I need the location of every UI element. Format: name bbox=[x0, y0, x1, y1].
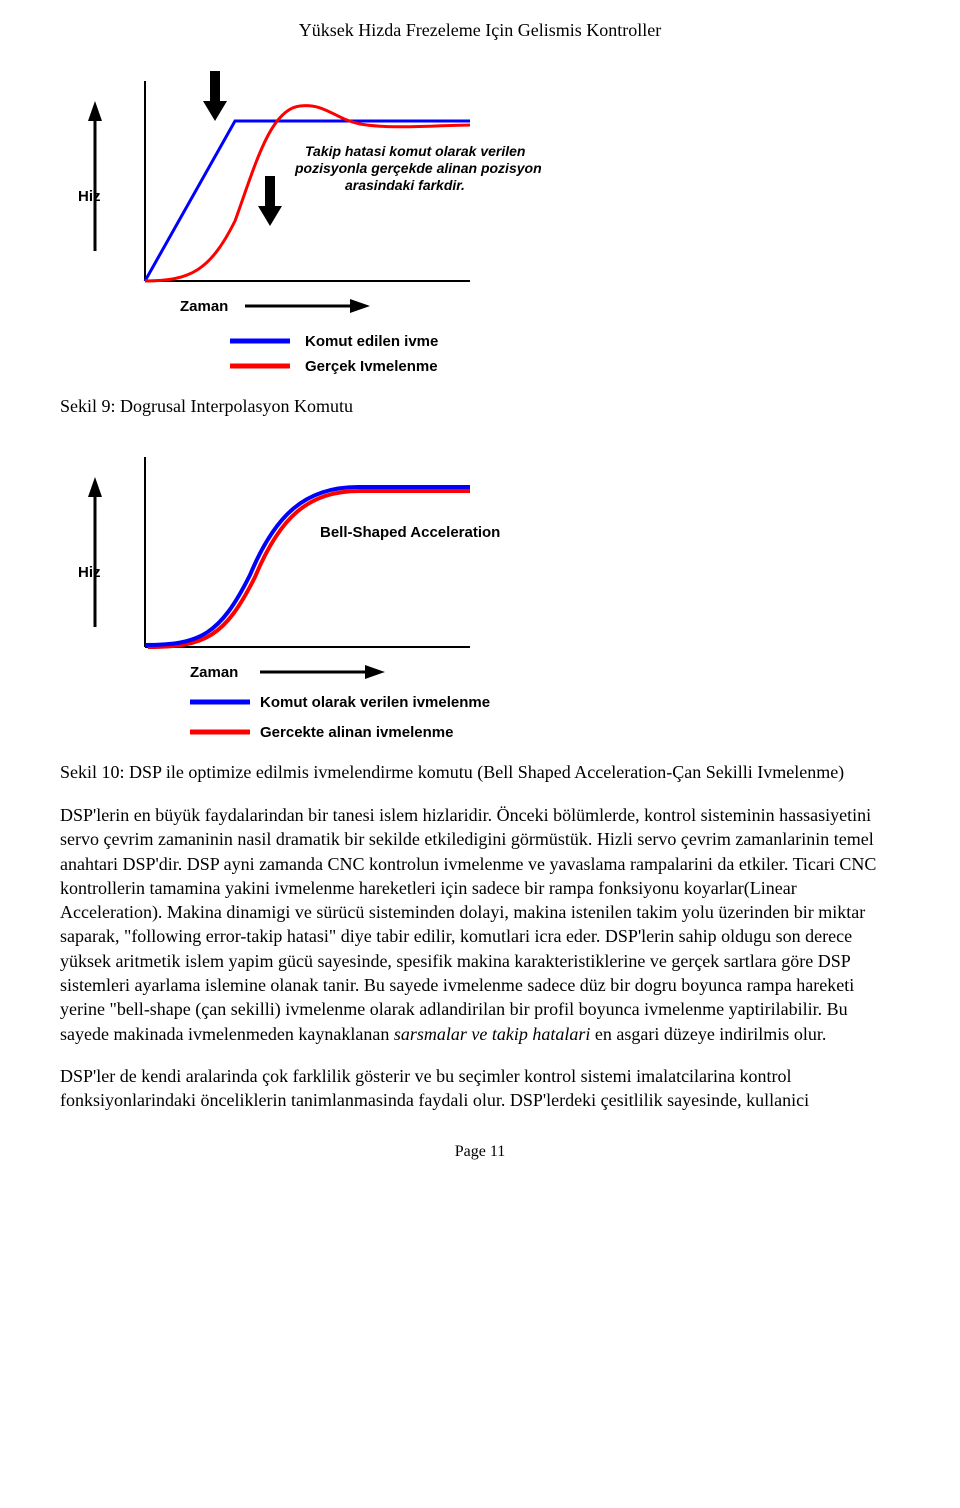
y-axis-label: Hiz bbox=[78, 188, 101, 205]
paragraph-1: DSP'lerin en büyük faydalarindan bir tan… bbox=[60, 803, 900, 1046]
figure-2-caption: Sekil 10: DSP ile optimize edilmis ivmel… bbox=[60, 762, 900, 783]
y-axis-label-2: Hiz bbox=[78, 564, 101, 581]
down-arrow-1 bbox=[203, 71, 227, 121]
page-footer: Page 11 bbox=[60, 1143, 900, 1161]
legend-blue-label-2: Komut olarak verilen ivmelenme bbox=[260, 694, 490, 711]
page-header: Yüksek Hizda Frezeleme Için Gelismis Kon… bbox=[60, 20, 900, 41]
y-axis-arrow-2 bbox=[88, 477, 102, 627]
x-axis-arrow bbox=[245, 299, 370, 313]
paragraph-2: DSP'ler de kendi aralarinda çok farklili… bbox=[60, 1064, 900, 1113]
legend-blue-label: Komut edilen ivme bbox=[305, 333, 438, 350]
down-arrow-2 bbox=[258, 176, 282, 226]
legend-red-label: Gerçek Ivmelenme bbox=[305, 358, 438, 375]
annotation-line-2: pozisyonla gerçekde alinan pozisyon bbox=[294, 160, 542, 176]
para1-part-b: en asgari düzeye indirilmis olur. bbox=[590, 1024, 826, 1044]
x-axis-arrow-2 bbox=[260, 665, 385, 679]
annotation-line-1: Takip hatasi komut olarak verilen bbox=[305, 143, 525, 159]
para1-part-a: DSP'lerin en büyük faydalarindan bir tan… bbox=[60, 805, 876, 1044]
para1-italic: sarsmalar ve takip hatalari bbox=[394, 1024, 591, 1044]
blue-curve-2 bbox=[145, 487, 470, 645]
annotation-line-3: arasindaki farkdir. bbox=[345, 177, 465, 193]
red-curve-2 bbox=[148, 491, 470, 647]
x-axis-label-2: Zaman bbox=[190, 664, 238, 681]
figure-1: Hiz Takip hatasi komut olarak verilen po… bbox=[60, 51, 900, 381]
x-axis-label: Zaman bbox=[180, 298, 228, 315]
y-axis-arrow bbox=[88, 101, 102, 251]
figure-2: Hiz Bell-Shaped Acceleration Zaman Komut… bbox=[60, 437, 900, 747]
figure-1-caption: Sekil 9: Dogrusal Interpolasyon Komutu bbox=[60, 396, 900, 417]
chart-title-2: Bell-Shaped Acceleration bbox=[320, 524, 500, 541]
legend-red-label-2: Gercekte alinan ivmelenme bbox=[260, 724, 453, 741]
